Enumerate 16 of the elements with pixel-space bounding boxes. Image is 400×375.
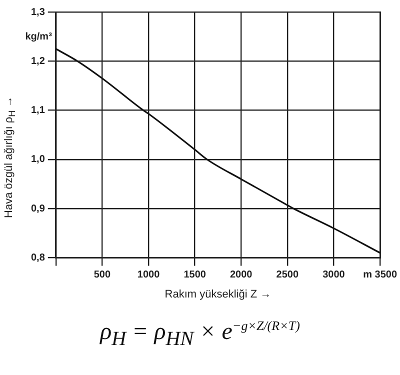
x-tick-label: 2500: [276, 270, 299, 281]
x-tick-label: m 3500: [363, 270, 398, 281]
x-axis-title: Rakım yüksekliği Z →: [164, 288, 272, 300]
x-tick-label: 1500: [184, 270, 206, 281]
x-tick-label: 1000: [137, 270, 160, 281]
text: kg/m³: [25, 31, 53, 42]
text: ρ$_{H}$ = ρ$_{HN}$ × e$^{−g×Z/(R×T)}$: [98, 318, 301, 351]
y-tick-label: 0,9: [30, 203, 46, 214]
y-tick-label: 1,2: [30, 56, 46, 67]
y-tick-label: 1,1: [30, 105, 46, 116]
y-tick-label: 1,3: [30, 6, 46, 18]
y-tick-label: 1,0: [30, 154, 46, 166]
x-tick-label: 500: [94, 270, 111, 281]
x-tick-label: 2000: [230, 270, 253, 281]
y-tick-label: 0,8: [30, 252, 46, 264]
x-tick-label: 3000: [322, 270, 346, 281]
